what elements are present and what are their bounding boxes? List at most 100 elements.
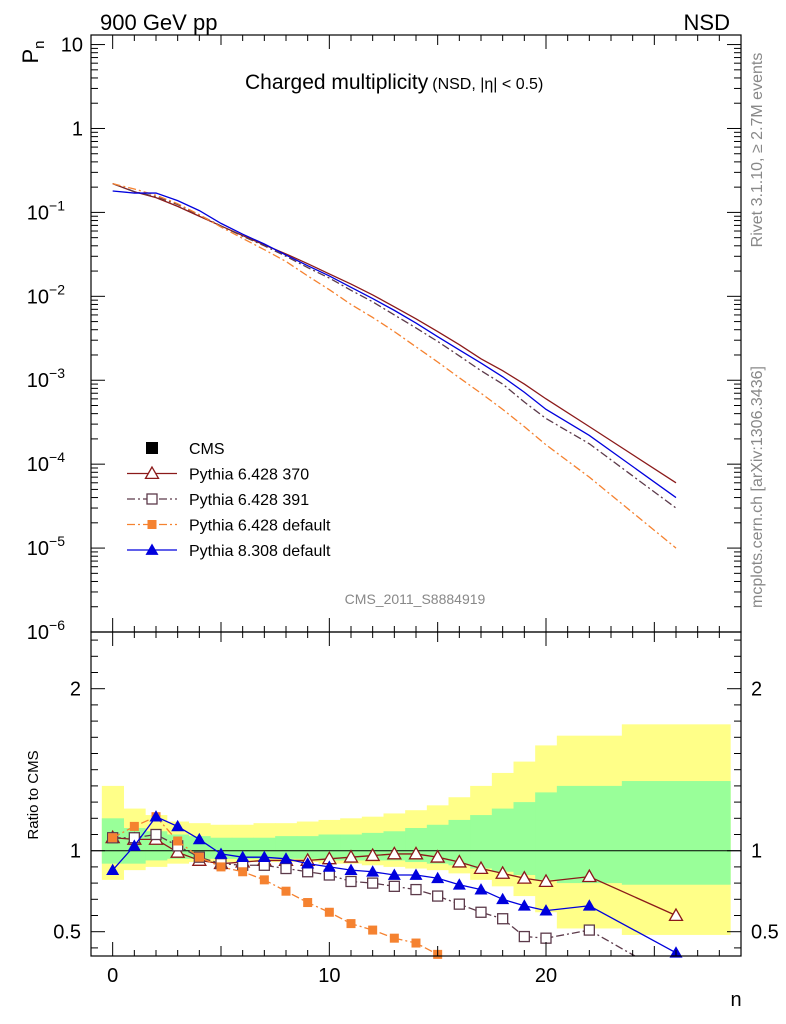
main-ytick-label-4: 10−3 [27,365,65,392]
band-green-19 [513,802,536,875]
top-ylabel: Pn [18,40,48,63]
main-ytick-label-3: 10−2 [27,281,65,308]
chart-title-main: Charged multiplicity [245,71,429,94]
point-r3-21 [582,899,596,911]
point-r1-12 [367,877,379,889]
chart-subtitle: (NSD, |η| < 0.5) [432,76,543,93]
point-r0-21 [581,868,597,883]
band-green-22 [621,781,731,885]
band-green-12 [361,832,384,861]
point-r3-5 [214,847,228,859]
ylabel-main: P [18,49,43,64]
main-ytick-base-2: 10 [27,202,49,224]
series-line-r2 [112,815,438,955]
point-r0-18 [495,865,511,879]
legend: CMS Pythia 6.428 370 Pythia 6.428 391 Pythi… [127,441,331,560]
ratio-ytick-label-right-2: 2 [751,679,762,701]
point-r1-21 [583,924,595,936]
xtick-label-1: 10 [318,965,340,987]
point-r0-19 [516,870,532,884]
legend-label-0: CMS [189,441,225,458]
main-ytick-exp-5: −4 [49,449,65,465]
main-ytick-base-3: 10 [27,286,49,308]
ratio-ytick-label-right-0: 0.5 [751,922,779,944]
band-green-11 [340,834,363,861]
series-line-m1 [112,183,677,484]
point-r3-12 [366,865,380,877]
point-r3-14 [409,868,423,880]
band-green-13 [383,831,406,861]
legend-marker-1 [144,465,160,480]
main-ytick-base-6: 10 [27,538,49,560]
point-r1-19 [518,930,530,943]
point-r2-13 [389,933,399,943]
main-ytick-label-1: 1 [72,118,83,140]
point-r3-15 [431,871,445,884]
point-r3-8 [279,852,293,864]
point-r1-2 [150,828,162,841]
main-ytick-exp-2: −1 [49,197,65,213]
band-green-20 [535,792,558,880]
band-green-18 [491,808,514,872]
main-ytick-label-0: 10 [61,35,83,57]
point-r2-14 [411,938,421,948]
ratio-plot [91,724,741,959]
point-r1-18 [497,913,509,925]
point-r1-20 [540,932,552,944]
point-r0-12 [365,847,381,862]
point-r3-9 [301,857,315,869]
point-r2-9 [303,898,313,908]
point-r3-17 [474,883,488,895]
point-r0-15 [430,849,446,863]
point-r0-22 [668,907,684,922]
point-r3-20 [539,904,553,916]
point-r2-10 [324,907,334,917]
point-r3-4 [192,832,206,845]
main-ytick-base-1: 1 [72,118,83,140]
point-r0-16 [451,854,467,868]
band-green-15 [426,824,449,864]
legend-label-2: Pythia 6.428 391 [189,492,309,509]
point-r1-8 [280,862,292,875]
point-r3-3 [171,819,185,832]
point-r2-4 [194,852,204,862]
point-r1-17 [475,906,487,918]
point-r3-19 [517,899,531,911]
point-r3-2 [149,810,163,822]
point-r2-12 [368,925,378,935]
point-r2-3 [173,836,183,846]
band-green-10 [318,834,341,861]
xtick-label-2: 20 [535,965,557,987]
series-line-m2 [112,183,677,509]
main-ytick-base-7: 10 [27,622,49,644]
series-line-m3 [112,183,677,549]
point-r2-5 [216,862,226,872]
xtick-label-0: 0 [107,965,118,987]
main-ytick-label-6: 10−5 [27,533,65,560]
band-green-16 [448,819,471,866]
main-ytick-label-5: 10−4 [27,449,65,476]
header-left: 900 GeV pp [100,10,217,35]
band-green-6 [231,837,254,859]
point-r2-8 [281,886,291,896]
point-r2-0 [108,833,118,843]
main-ytick-base-4: 10 [27,370,49,392]
main-ytick-label-2: 10−1 [27,197,65,224]
point-r1-13 [388,880,400,892]
legend-marker-0 [146,442,158,454]
point-r1-15 [432,890,444,902]
main-ytick-exp-4: −3 [49,365,65,381]
point-r2-7 [259,875,269,885]
main-ytick-exp-3: −2 [49,281,65,297]
legend-label-4: Pythia 8.308 default [189,543,331,560]
band-green-7 [253,837,276,859]
point-r1-16 [453,898,465,910]
point-r3-13 [387,868,401,880]
band-green-21 [556,785,623,884]
point-r1-14 [410,883,422,896]
legend-marker-2 [146,493,158,505]
legend-label-1: Pythia 6.428 370 [189,467,309,484]
main-ytick-exp-6: −5 [49,533,65,549]
